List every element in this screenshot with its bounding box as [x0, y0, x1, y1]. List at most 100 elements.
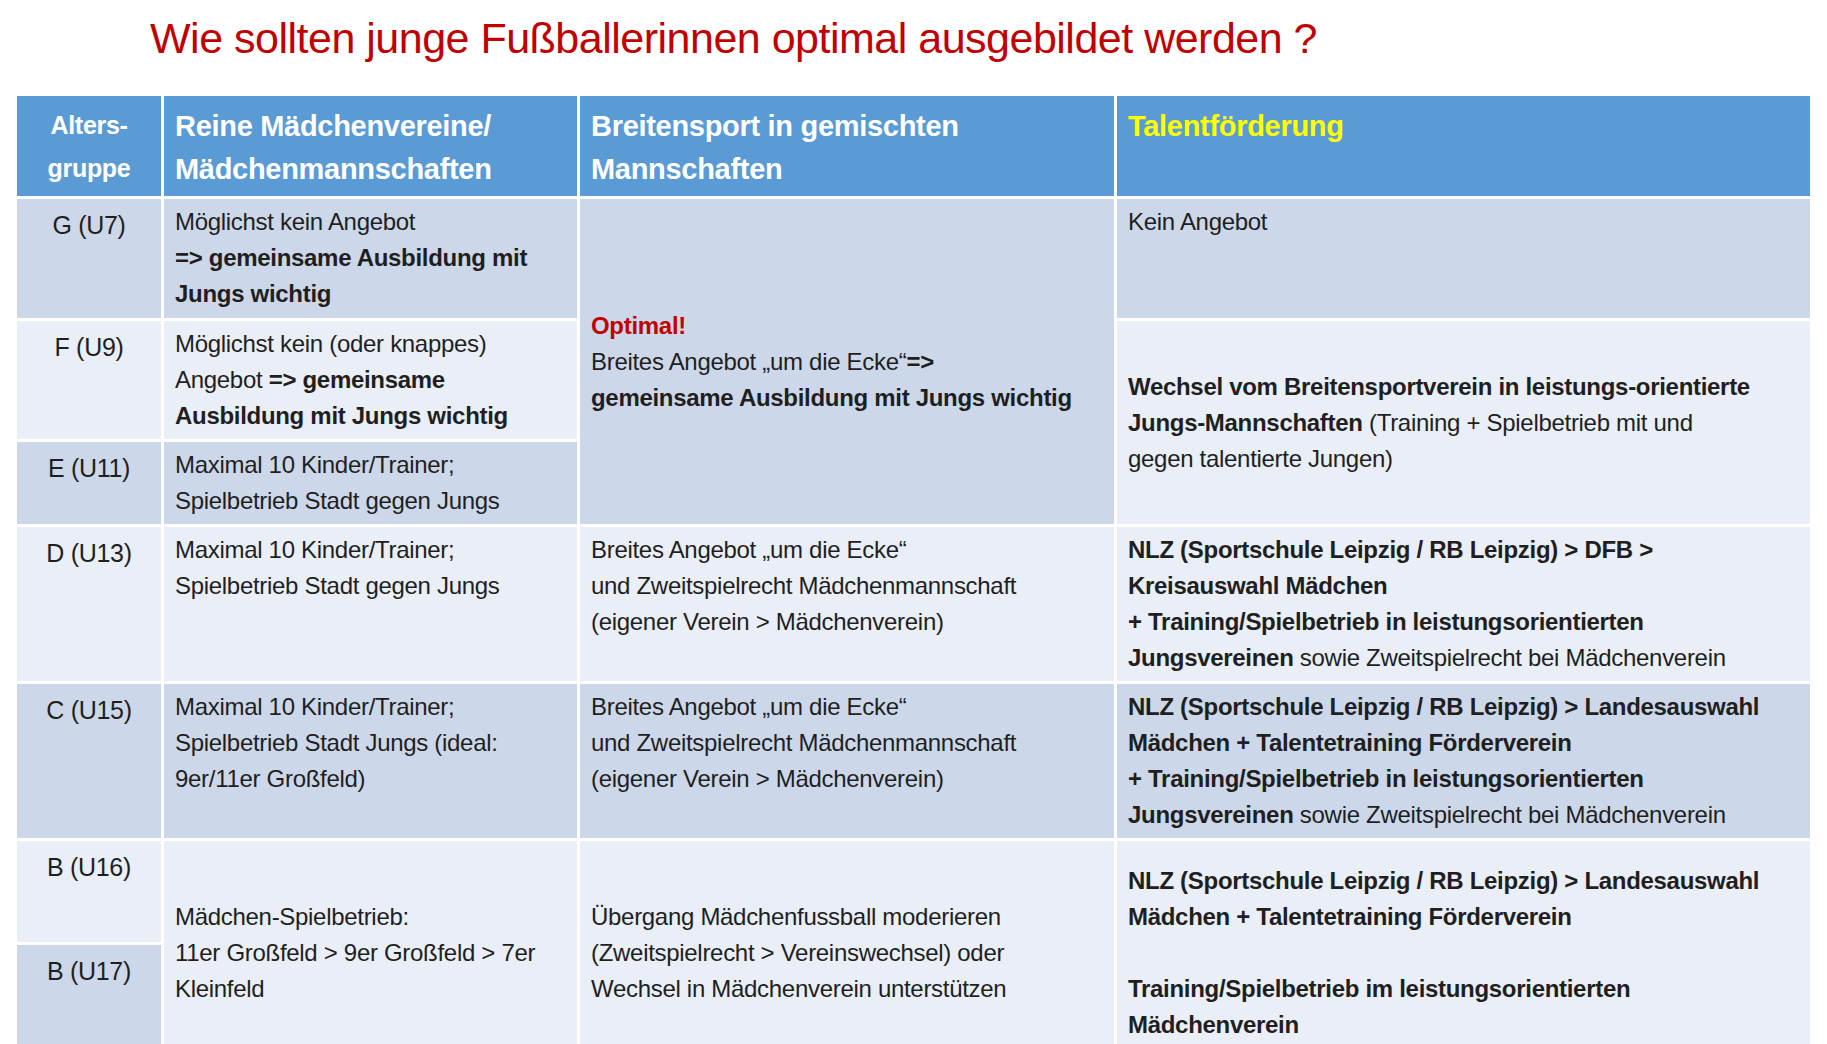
cell-line: E (U11) [28, 450, 150, 486]
header-talentfoerderung: Talentförderung [1117, 96, 1810, 196]
cell-line: gegen talentierte Jungen) [1128, 441, 1799, 477]
cell-line: (eigener Verein > Mädchenverein) [591, 604, 1103, 640]
text-segment: (Training + Spielbetrieb mit und [1363, 409, 1693, 436]
cell-gfe-breitensport: Optimal! Breites Angebot „um die Ecke“=> g… [580, 199, 1114, 524]
cell-g-maedchenvereine: Möglichst kein Angebot => gemeinsame Ausb… [164, 199, 577, 318]
text-segment: Breites Angebot „um die Ecke“ [591, 536, 906, 563]
text-segment: F (U9) [54, 333, 123, 361]
cell-line: Breites Angebot „um die Ecke“ [591, 532, 1103, 568]
cell-line: Spielbetrieb Stadt Jungs (ideal: [175, 725, 566, 761]
text-segment: (eigener Verein > Mädchenverein) [591, 608, 944, 635]
cell-line: Jungs-Mannschaften (Training + Spielbetr… [1128, 405, 1799, 441]
row-d-u13: D (U13) Maximal 10 Kinder/Trainer; Spielb… [17, 527, 1810, 681]
text-segment: + Training/Spielbetrieb in leistungsorie… [1128, 608, 1644, 635]
row-g-u7: G (U7) Möglichst kein Angebot => gemeinsa… [17, 199, 1810, 318]
cell-line: Spielbetrieb Stadt gegen Jungs [175, 568, 566, 604]
cell-d-maedchenvereine: Maximal 10 Kinder/Trainer; Spielbetrieb S… [164, 527, 577, 681]
cell-line: Kein Angebot [1128, 204, 1799, 240]
cell-b-talentfoerderung: NLZ (Sportschule Leipzig / RB Leipzig) >… [1117, 841, 1810, 1044]
cell-line: NLZ (Sportschule Leipzig / RB Leipzig) >… [1128, 532, 1799, 568]
header-row: Alters-gruppe Reine Mädchenvereine/Mädch… [17, 96, 1810, 196]
cell-line: Kleinfeld [175, 971, 566, 1007]
text-segment: Wechsel in Mädchenverein unterstützen [591, 975, 1006, 1002]
text-segment: D (U13) [46, 539, 131, 567]
cell-line: Jungs wichtig [175, 276, 566, 312]
text-segment: B (U17) [47, 957, 131, 985]
text-segment: C (U15) [46, 696, 131, 724]
cell-line: 11er Großfeld > 9er Großfeld > 7er [175, 935, 566, 971]
header-breitensport: Breitensport in gemischtenMannschaften [580, 96, 1114, 196]
cell-line: Übergang Mädchenfussball moderieren [591, 899, 1103, 935]
text-segment: G (U7) [52, 211, 125, 239]
text-segment: Alters- [50, 111, 127, 139]
cell-line: Maximal 10 Kinder/Trainer; [175, 532, 566, 568]
row-b-u16: B (U16) Mädchen-Spielbetrieb:11er Großfe… [17, 841, 1810, 942]
text-segment: gruppe [48, 154, 131, 182]
cell-line: Spielbetrieb Stadt gegen Jungs [175, 483, 566, 519]
cell-line: Maximal 10 Kinder/Trainer; [175, 689, 566, 725]
text-segment: Spielbetrieb Stadt gegen Jungs [175, 572, 500, 599]
text-segment: Jungs wichtig [175, 280, 331, 307]
row-c-u15: C (U15) Maximal 10 Kinder/Trainer; Spielb… [17, 684, 1810, 838]
cell-line: D (U13) [28, 535, 150, 571]
text-segment: Breites Angebot „um die Ecke“ [591, 348, 906, 375]
cell-line: Möglichst kein Angebot [175, 204, 566, 240]
text-segment: Breitensport in gemischten [591, 110, 959, 142]
cell-f-label: F (U9) [17, 321, 161, 439]
cell-line: gemeinsame Ausbildung mit Jungs wichtig [591, 380, 1103, 416]
text-segment: Spielbetrieb Stadt Jungs (ideal: [175, 729, 498, 756]
cell-f-maedchenvereine: Möglichst kein (oder knappes)Angebot => … [164, 321, 577, 439]
cell-line: Mädchenverein [1128, 1007, 1799, 1043]
text-segment: Breites Angebot „um die Ecke“ [591, 693, 906, 720]
cell-line: und Zweitspielrecht Mädchenmannschaft [591, 568, 1103, 604]
cell-d-talentfoerderung: NLZ (Sportschule Leipzig / RB Leipzig) >… [1117, 527, 1810, 681]
text-segment: 9er/11er Großfeld) [175, 765, 365, 792]
text-segment: Kreisauswahl Mädchen [1128, 572, 1387, 599]
cell-d-label: D (U13) [17, 527, 161, 681]
cell-line: => gemeinsame Ausbildung mit [175, 240, 566, 276]
text-segment: (eigener Verein > Mädchenverein) [591, 765, 944, 792]
cell-line: Reine Mädchenvereine/ [175, 105, 566, 148]
cell-b17-label: B (U17) [17, 945, 161, 1044]
text-segment: B (U16) [47, 853, 131, 881]
cell-line: Ausbildung mit Jungs wichtig [175, 398, 566, 434]
cell-line: 9er/11er Großfeld) [175, 761, 566, 797]
text-segment: gemeinsame Ausbildung mit Jungs wichtig [591, 384, 1072, 411]
text-segment: Optimal! [591, 312, 686, 339]
cell-line: Wechsel in Mädchenverein unterstützen [591, 971, 1103, 1007]
cell-b-maedchenvereine: Mädchen-Spielbetrieb: 11er Großfeld > 9er… [164, 841, 577, 1044]
text-segment: => [906, 348, 933, 375]
text-segment: + Training/Spielbetrieb in leistungsorie… [1128, 765, 1644, 792]
cell-c-talentfoerderung: NLZ (Sportschule Leipzig / RB Leipzig) >… [1117, 684, 1810, 838]
cell-line: Jungsvereinen sowie Zweitspielrecht bei … [1128, 797, 1799, 833]
text-segment: und Zweitspielrecht Mädchenmannschaft [591, 572, 1016, 599]
text-segment: (Zweitspielrecht > Vereinswechsel) oder [591, 939, 1004, 966]
cell-line: Training/Spielbetrieb im leistungsorient… [1128, 971, 1799, 1007]
text-segment: Spielbetrieb Stadt gegen Jungs [175, 487, 500, 514]
cell-line: Talentförderung [1128, 105, 1799, 148]
cell-c-breitensport: Breites Angebot „um die Ecke“und Zweitsp… [580, 684, 1114, 838]
cell-line: Mädchen-Spielbetrieb: [175, 899, 566, 935]
text-segment: => gemeinsame Ausbildung mit [175, 244, 527, 271]
text-segment: Ausbildung mit Jungs wichtig [175, 402, 508, 429]
text-segment: Mädchenmannschaften [175, 153, 492, 185]
text-segment: Angebot [175, 366, 269, 393]
text-segment: Mädchen-Spielbetrieb: [175, 903, 409, 930]
text-segment: Talentförderung [1128, 110, 1344, 142]
cell-line: gruppe [28, 147, 150, 190]
cell-line: (Zweitspielrecht > Vereinswechsel) oder [591, 935, 1103, 971]
text-segment: NLZ (Sportschule Leipzig / RB Leipzig) >… [1128, 693, 1759, 720]
cell-line: Mädchen + Talentetraining Förderverein [1128, 725, 1799, 761]
cell-line: G (U7) [28, 207, 150, 243]
cell-e-maedchenvereine: Maximal 10 Kinder/Trainer; Spielbetrieb S… [164, 442, 577, 524]
cell-line: + Training/Spielbetrieb in leistungsorie… [1128, 761, 1799, 797]
cell-c-label: C (U15) [17, 684, 161, 838]
cell-line: Jungsvereinen sowie Zweitspielrecht bei … [1128, 640, 1799, 676]
cell-g-label: G (U7) [17, 199, 161, 318]
text-segment: Maximal 10 Kinder/Trainer; [175, 451, 454, 478]
text-segment: E (U11) [48, 454, 130, 482]
cell-line [1128, 935, 1799, 971]
cell-line: Kreisauswahl Mädchen [1128, 568, 1799, 604]
text-segment: Möglichst kein (oder knappes) [175, 330, 486, 357]
cell-line: Breitensport in gemischten [591, 105, 1103, 148]
